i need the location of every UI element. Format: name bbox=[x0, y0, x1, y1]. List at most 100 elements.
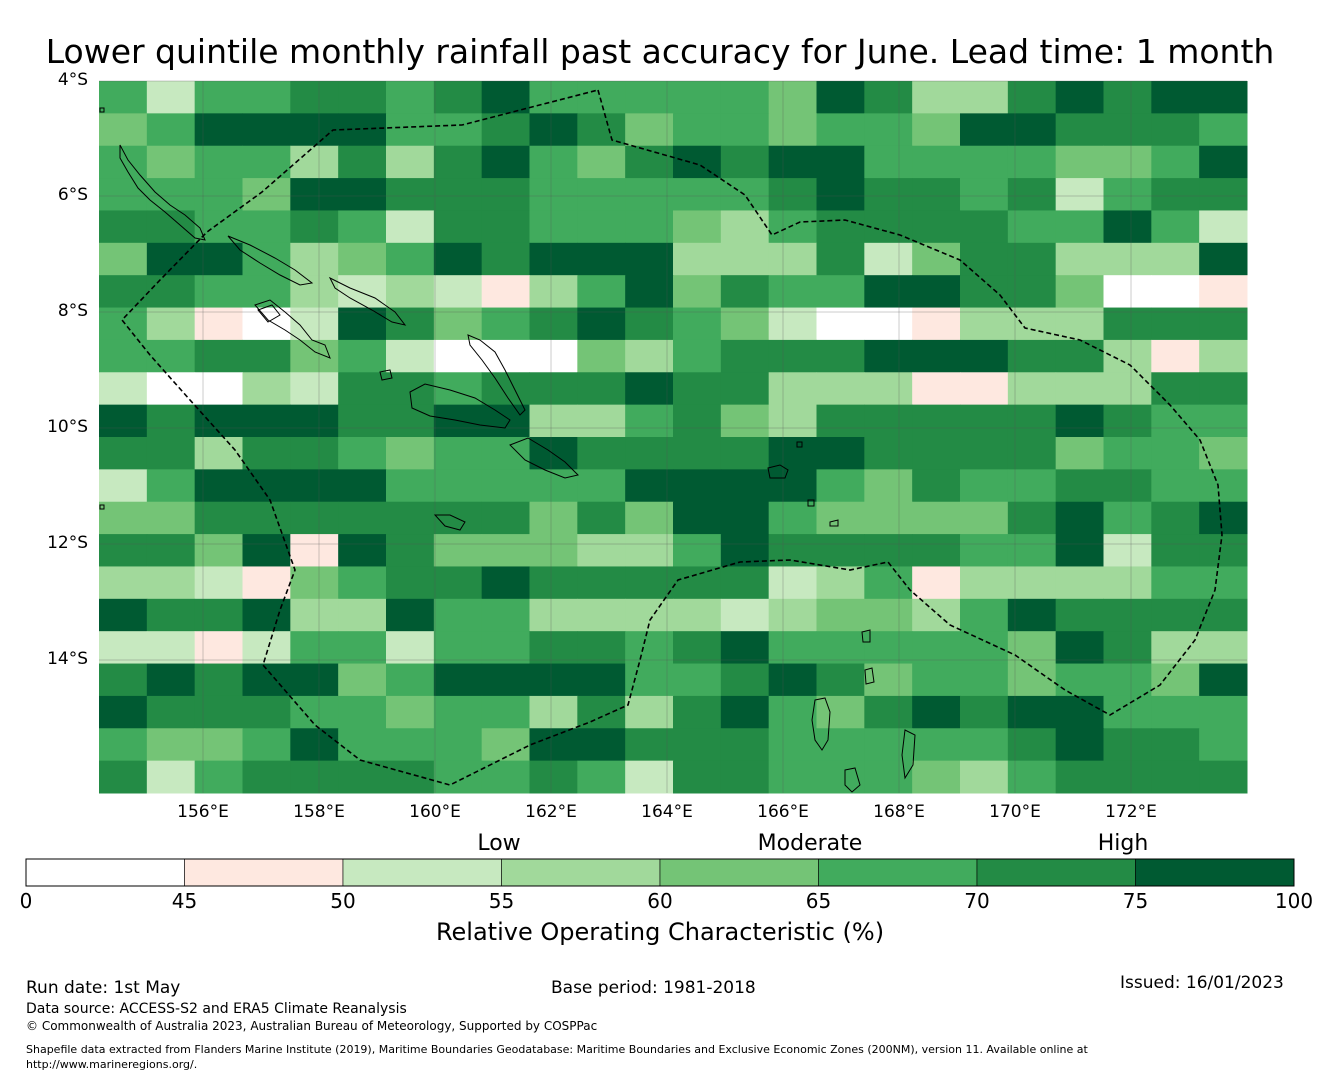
map-cell bbox=[577, 81, 626, 114]
map-cell bbox=[99, 339, 148, 373]
map-cell bbox=[768, 404, 817, 438]
latitude-label: 6°S bbox=[57, 185, 88, 205]
map-cell bbox=[864, 437, 913, 470]
map-cell bbox=[433, 307, 483, 341]
map-cell bbox=[1007, 372, 1057, 406]
map-cell bbox=[481, 339, 530, 373]
map-cell bbox=[99, 598, 148, 632]
map-cell bbox=[338, 275, 387, 309]
map-cell bbox=[386, 695, 435, 729]
map-cell bbox=[386, 663, 435, 697]
map-cell bbox=[864, 242, 913, 276]
map-cell bbox=[960, 534, 1009, 567]
map-cell bbox=[99, 695, 148, 729]
map-cell bbox=[1055, 631, 1104, 665]
island-ambae bbox=[861, 629, 871, 643]
map-cell bbox=[242, 631, 291, 665]
map-cell bbox=[673, 145, 722, 179]
map-cell bbox=[960, 728, 1009, 762]
map-cell bbox=[912, 339, 961, 373]
map-cell bbox=[1055, 469, 1104, 503]
map-cell bbox=[386, 566, 435, 600]
map-cell bbox=[1103, 469, 1152, 503]
map-cell bbox=[1103, 113, 1152, 147]
longitude-label: 166°E bbox=[757, 802, 809, 822]
map-cell bbox=[146, 501, 196, 535]
map-cell bbox=[194, 339, 243, 373]
map-cell bbox=[146, 534, 196, 567]
map-cell bbox=[864, 598, 913, 632]
map-cell bbox=[912, 534, 961, 567]
longitude-label: 162°E bbox=[525, 802, 577, 822]
map-cell bbox=[433, 631, 483, 665]
map-cell bbox=[720, 501, 770, 535]
colorbar-segment bbox=[976, 858, 1136, 887]
map-cell bbox=[864, 728, 913, 762]
map-cell bbox=[816, 372, 865, 406]
island-small-4 bbox=[257, 304, 281, 323]
map-cell bbox=[433, 469, 483, 503]
map-cell bbox=[768, 728, 817, 762]
map-cell bbox=[1007, 113, 1057, 147]
map-cell bbox=[1103, 631, 1152, 665]
map-cell bbox=[99, 663, 148, 697]
map-cell bbox=[768, 631, 817, 665]
map-cell bbox=[720, 210, 770, 244]
map-cell bbox=[1151, 437, 1200, 470]
map-cell bbox=[1199, 210, 1248, 244]
map-cell bbox=[481, 145, 530, 179]
map-cell bbox=[1151, 339, 1200, 373]
map-cell bbox=[529, 307, 578, 341]
map-cell bbox=[1055, 145, 1104, 179]
map-cell bbox=[242, 307, 291, 341]
map-cell bbox=[864, 178, 913, 211]
map-cell bbox=[1151, 404, 1200, 438]
map-cell bbox=[290, 760, 339, 794]
map-cell bbox=[625, 113, 674, 147]
map-cell bbox=[433, 728, 483, 762]
map-cell bbox=[481, 113, 530, 147]
map-cell bbox=[1103, 210, 1152, 244]
map-cell bbox=[960, 145, 1009, 179]
map-cell bbox=[481, 728, 530, 762]
map-cell bbox=[720, 307, 770, 341]
map-cell bbox=[386, 760, 435, 794]
map-cell bbox=[625, 307, 674, 341]
map-cell bbox=[720, 113, 770, 147]
map-cell bbox=[864, 145, 913, 179]
map-cell bbox=[338, 339, 387, 373]
map-cell bbox=[1007, 760, 1057, 794]
map-cell bbox=[386, 534, 435, 567]
map-cell bbox=[1007, 437, 1057, 470]
latitude-label: 4°S bbox=[57, 70, 88, 90]
island-pentecost bbox=[864, 667, 875, 685]
map-cell bbox=[720, 728, 770, 762]
map-cell bbox=[242, 339, 291, 373]
map-cell bbox=[1199, 437, 1248, 470]
map-cell bbox=[242, 760, 291, 794]
map-cell bbox=[386, 307, 435, 341]
map-cell bbox=[960, 501, 1009, 535]
map-cell bbox=[386, 339, 435, 373]
map-cell bbox=[1199, 534, 1248, 567]
map-cell bbox=[242, 81, 291, 114]
map-cell bbox=[960, 113, 1009, 147]
map-cell bbox=[625, 469, 674, 503]
map-cell bbox=[1103, 339, 1152, 373]
map-cell bbox=[816, 113, 865, 147]
map-cell bbox=[146, 275, 196, 309]
map-cell bbox=[768, 275, 817, 309]
map-cell bbox=[1007, 81, 1057, 114]
map-cell bbox=[433, 566, 483, 600]
map-cell bbox=[146, 663, 196, 697]
map-cell bbox=[290, 501, 339, 535]
map-cell bbox=[529, 404, 578, 438]
island-makira bbox=[509, 437, 579, 479]
map-cell bbox=[720, 631, 770, 665]
map-cell bbox=[960, 437, 1009, 470]
map-cell bbox=[960, 404, 1009, 438]
map-cell bbox=[1151, 242, 1200, 276]
map-cell bbox=[577, 437, 626, 470]
map-cell bbox=[242, 663, 291, 697]
map-cell bbox=[960, 210, 1009, 244]
